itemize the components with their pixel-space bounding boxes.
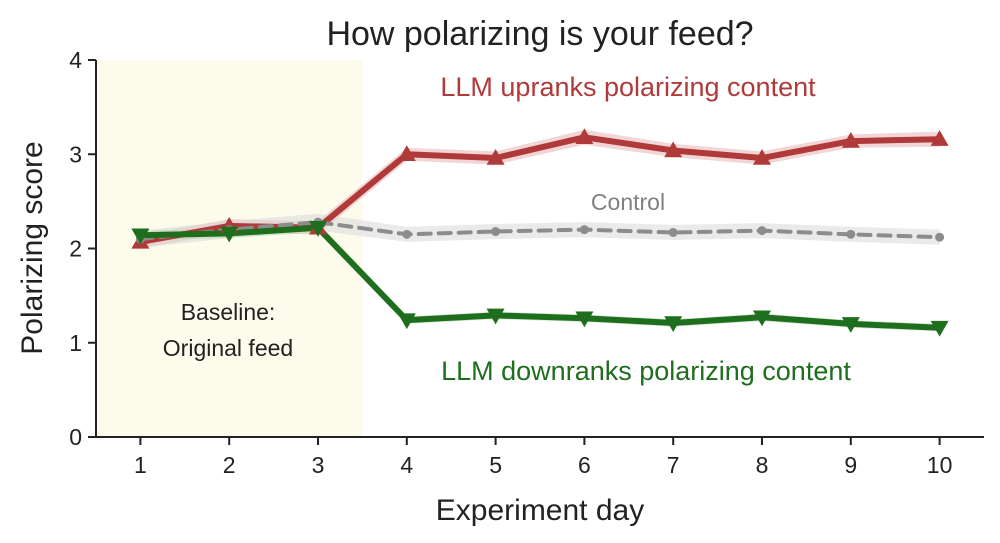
downrank-line [137, 224, 943, 331]
x-tick-label-9: 9 [844, 452, 857, 478]
downrank-point-day-3 [309, 221, 327, 237]
uprank-band [140, 129, 940, 249]
downrank-point-day-2 [220, 226, 239, 243]
x-tick-label-4: 4 [400, 452, 413, 478]
chart-title: How polarizing is your feed? [326, 15, 753, 53]
downrank-annotation: LLM downranks polarizing content [441, 356, 851, 386]
uprank-point-day-4 [397, 145, 416, 161]
series-lines [137, 134, 943, 331]
x-tick-label-6: 6 [578, 452, 591, 478]
baseline-label-line1: Baseline: [181, 299, 276, 325]
uprank-point-day-7 [664, 141, 683, 158]
control-annotation: Control [591, 189, 665, 215]
downrank-point-day-6 [575, 311, 594, 328]
x-axis-label: Experiment day [436, 494, 644, 527]
downrank-point-day-5 [486, 308, 505, 325]
y-tick-label-3: 3 [69, 141, 82, 167]
downrank-point-day-4 [397, 313, 416, 330]
uprank-annotation: LLM upranks polarizing content [440, 72, 816, 102]
control-line [138, 220, 942, 242]
x-tick-label-2: 2 [223, 452, 236, 478]
y-axis-label: Polarizing score [16, 141, 49, 354]
baseline-label-line2: Original feed [163, 335, 293, 361]
control-point-day-4 [402, 229, 412, 239]
x-tick-label-8: 8 [756, 452, 769, 478]
uprank-point-day-8 [753, 149, 771, 165]
downrank-point-day-10 [930, 320, 949, 337]
uprank-point-day-9 [841, 132, 860, 148]
downrank-point-day-9 [841, 317, 860, 333]
downrank-point-day-7 [664, 316, 683, 332]
downrank-point-day-8 [753, 310, 771, 327]
uprank-point-day-10 [930, 130, 949, 146]
control-point-day-6 [579, 225, 589, 235]
x-tick-label-3: 3 [312, 452, 325, 478]
control-point-day-9 [846, 229, 856, 239]
uprank-point-day-6 [575, 128, 594, 145]
y-tick-label-0: 0 [69, 424, 82, 450]
control-point-day-8 [757, 226, 767, 236]
x-tick-label-5: 5 [489, 452, 502, 478]
y-tick-label-4: 4 [69, 47, 82, 73]
x-tick-label-1: 1 [134, 452, 147, 478]
uprank-point-day-5 [486, 149, 505, 165]
y-tick-label-1: 1 [69, 330, 82, 356]
control-point-day-7 [668, 227, 678, 237]
x-tick-label-7: 7 [667, 452, 680, 478]
downrank-point-day-1 [131, 228, 150, 245]
axes: 0 1 2 3 4 1 2 3 4 5 6 7 8 9 10 [69, 47, 984, 478]
x-tick-label-10: 10 [927, 452, 953, 478]
control-point-day-5 [491, 227, 501, 237]
uprank-line [137, 134, 943, 245]
y-tick-label-2: 2 [69, 236, 82, 262]
series-markers [131, 128, 949, 337]
control-point-day-10 [935, 232, 945, 242]
